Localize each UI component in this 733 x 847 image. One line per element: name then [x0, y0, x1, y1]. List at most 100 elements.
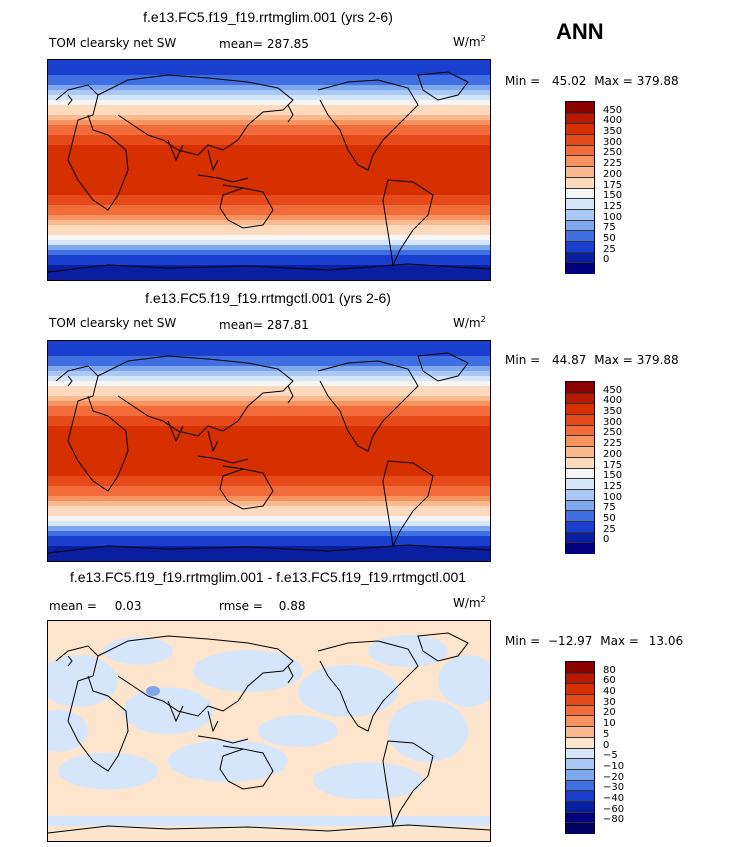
colorbar-cell [566, 704, 594, 716]
map-contour-band [48, 240, 490, 246]
map-contour-band [48, 341, 490, 347]
colorbar-tick-label: −5 [603, 750, 618, 762]
colorbar-separator [566, 747, 594, 749]
mean-label-text: mean = [49, 599, 97, 613]
min-value: 45.02 [552, 74, 587, 88]
map-contour-band [48, 225, 490, 231]
map-contour-band [48, 416, 490, 422]
coastline-path [167, 420, 219, 453]
colorbar-tick-label: 50 [603, 232, 616, 244]
colorbar-cell [566, 456, 594, 468]
colorbar-separator [566, 134, 594, 136]
map-plot [47, 620, 491, 842]
map-contour-band [48, 105, 490, 111]
colorbar-separator [566, 187, 594, 189]
colorbar-separator [566, 262, 594, 264]
colorbar-tick-label: 60 [603, 675, 616, 687]
negative-anomaly-region [313, 762, 423, 800]
map-contour-band [48, 426, 490, 432]
colorbar-tick-label: 400 [603, 115, 623, 127]
min-max-label: Min = 44.87 Max = 379.88 [505, 353, 679, 367]
min-max-label: Min = −12.97 Max = 13.06 [505, 634, 683, 648]
coastline-path [167, 139, 219, 172]
rmse-label: rmse = 0.88 [219, 599, 305, 613]
coastline-path [67, 94, 294, 123]
map-contour-band [48, 406, 490, 412]
units-text: W/m [453, 35, 481, 49]
map-contour-band [48, 431, 490, 437]
colorbar-separator [566, 800, 594, 802]
colorbar-tick-label: 175 [603, 179, 623, 191]
coastline-path [382, 740, 434, 828]
map-contour-band [48, 401, 490, 407]
map-contour-band [48, 160, 490, 166]
colorbar-cell [566, 240, 594, 253]
colorbar-separator [566, 704, 594, 706]
map-contour-band [48, 436, 490, 442]
map-contour-band [48, 190, 490, 196]
colorbar-tick-label: 225 [603, 158, 623, 170]
map-contour-band [48, 526, 490, 532]
colorbar-cell [566, 134, 594, 146]
map-contour-band [48, 546, 490, 552]
min-max-label: Min = 45.02 Max = 379.88 [505, 74, 679, 88]
colorbar-tick-label: 350 [603, 406, 623, 418]
colorbar-cell [566, 208, 594, 221]
map-contour-band [48, 65, 490, 71]
colorbar-separator [566, 123, 594, 125]
negative-anomaly-region [258, 715, 338, 747]
map-contour-band [48, 210, 490, 216]
panel-title: f.e13.FC5.f19_f19.rrtmgctl.001 (yrs 2-6) [145, 290, 391, 306]
colorbar-separator [566, 240, 594, 242]
colorbar-separator [566, 112, 594, 114]
colorbar-tick-label: 450 [603, 384, 623, 396]
colorbar-separator [566, 166, 594, 168]
coastline-path [55, 365, 129, 492]
colorbar-cell [566, 230, 594, 242]
map-contour-band [48, 185, 490, 191]
map-contour-band [48, 220, 490, 226]
colorbar-separator [566, 694, 594, 696]
colorbar-separator [566, 144, 594, 146]
map-contour-band [48, 451, 490, 457]
map-contour-band [48, 90, 490, 96]
colorbar-separator [566, 683, 594, 685]
colorbar-tick-label: −30 [603, 782, 625, 794]
colorbar-cell [566, 542, 594, 554]
colorbar-cell [566, 166, 594, 178]
map-contour-band [48, 255, 490, 261]
colorbar-tick-label: 150 [603, 190, 623, 202]
colorbar-separator [566, 403, 594, 405]
map-contour-band [48, 485, 490, 492]
map-plot [47, 59, 491, 281]
map-contour-band [48, 396, 490, 402]
map-contour-band [48, 180, 490, 186]
coastlines [48, 71, 490, 273]
colorbar-cell [566, 694, 594, 706]
map-contour-band [48, 506, 490, 512]
map-contour-band [48, 556, 490, 561]
season-label: ANN [556, 19, 604, 44]
coastline-path [417, 71, 469, 101]
colorbar-tick-label: −60 [603, 803, 625, 815]
colorbar-tick-label: 20 [603, 707, 616, 719]
coastline-path [417, 352, 469, 382]
coastline-path [48, 824, 490, 834]
colorbar-tick-label: −40 [603, 792, 625, 804]
colorbar-tick-label: 75 [603, 502, 616, 514]
map-contour-band [48, 551, 490, 557]
map-contour-band [48, 155, 490, 161]
map-contour-band [48, 195, 490, 201]
colorbar [565, 381, 595, 554]
colorbar-separator [566, 446, 594, 448]
map-contour-band [48, 446, 490, 452]
map-contour-band [48, 110, 490, 116]
coastlines [48, 632, 490, 834]
colorbar-separator [566, 230, 594, 232]
colorbar-tick-label: 50 [603, 512, 616, 524]
colorbar-cell [566, 219, 594, 231]
map-contour-band [48, 351, 490, 357]
map-contour-band [48, 135, 490, 141]
map-contour-band [48, 466, 490, 472]
colorbar-tick-label: 300 [603, 136, 623, 148]
